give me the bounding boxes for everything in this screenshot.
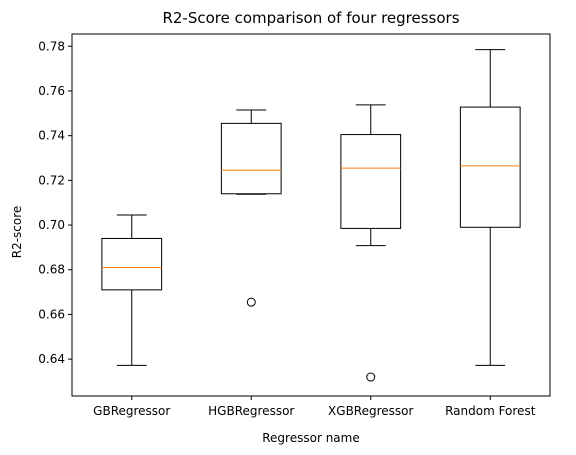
y-tick-label: 0.78 (38, 39, 65, 53)
outlier-point (366, 372, 376, 382)
y-tick-label: 0.76 (38, 84, 65, 98)
y-tick-label: 0.74 (38, 129, 65, 143)
y-axis-label: R2-score (10, 206, 24, 259)
x-tick-label: GBRegressor (93, 404, 170, 418)
x-tick-label: HGBRegressor (208, 404, 294, 418)
iqr-box (101, 237, 163, 291)
plot-area: 0.64 0.66 0.68 0.70 0.72 0.74 0.76 0.78 GBRegres… (38, 39, 535, 418)
iqr-box (220, 122, 282, 195)
iqr-box (340, 134, 402, 229)
x-tick-label: XGBRegressor (328, 404, 413, 418)
x-tick-label: Random Forest (445, 404, 536, 418)
outlier-point (246, 297, 256, 307)
axes-frame (71, 33, 551, 397)
y-tick-label: 0.64 (38, 352, 65, 366)
x-axis-label: Regressor name (262, 431, 359, 445)
y-tick-label: 0.70 (38, 218, 65, 232)
y-tick-label: 0.66 (38, 307, 65, 321)
y-tick-label: 0.72 (38, 173, 65, 187)
y-tick-label: 0.68 (38, 263, 65, 277)
iqr-box (459, 106, 521, 228)
chart-title: R2-Score comparison of four regressors (162, 9, 459, 27)
